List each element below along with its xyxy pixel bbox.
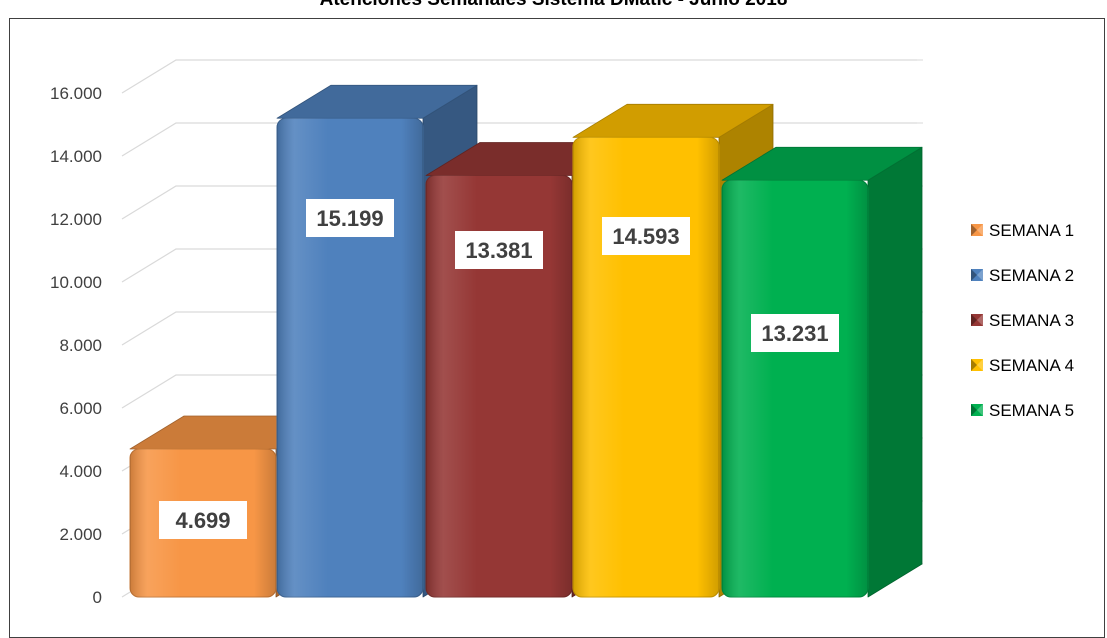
y-tick-label: 8.000	[59, 336, 102, 355]
y-tick-label: 12.000	[50, 210, 102, 229]
legend: SEMANA 1 SEMANA 2 SEMANA 3 SEMANA 4 SEMANA 5	[971, 221, 1074, 420]
legend-swatch-shade	[977, 404, 983, 416]
data-label: 15.199	[316, 206, 383, 231]
bar	[721, 146, 923, 598]
legend-label: SEMANA 1	[989, 221, 1074, 240]
data-label-box	[602, 217, 690, 255]
bar-highlight	[426, 175, 572, 597]
data-label-box	[751, 314, 839, 352]
legend-swatch-shade	[971, 269, 977, 281]
gridline	[121, 59, 917, 94]
chart-title: Atenciones Semanales Sistema DMatic - Ju…	[0, 0, 1107, 11]
y-tick-label: 4.000	[59, 462, 102, 481]
data-labels: 4.699 15.199 13.381 14.593 13.231	[159, 199, 839, 539]
bar-side	[867, 146, 923, 598]
y-tick-label: 6.000	[59, 399, 102, 418]
data-label-box	[159, 501, 247, 539]
legend-swatch-shade	[971, 359, 977, 371]
legend-swatch-shade	[977, 359, 983, 371]
data-label-box	[455, 231, 543, 269]
legend-swatch-shade	[977, 224, 983, 236]
legend-swatch-shade	[971, 404, 977, 416]
bar-highlight	[277, 118, 423, 597]
legend-swatch-shade	[971, 314, 977, 326]
data-label: 14.593	[612, 224, 679, 249]
y-tick-label: 0	[93, 588, 102, 607]
legend-label: SEMANA 5	[989, 401, 1074, 420]
legend-label: SEMANA 2	[989, 266, 1074, 285]
data-label: 4.699	[175, 508, 230, 533]
data-label: 13.381	[465, 238, 532, 263]
legend-label: SEMANA 3	[989, 311, 1074, 330]
chart-plot: 0 2.000 4.000 6.000 8.000 10.000 12.000 14.000 1…	[50, 59, 1074, 607]
y-tick-label: 2.000	[59, 525, 102, 544]
legend-swatch-shade	[977, 314, 983, 326]
data-label-box	[306, 199, 394, 237]
y-tick-label: 10.000	[50, 273, 102, 292]
y-axis-ticks: 0 2.000 4.000 6.000 8.000 10.000 12.000 14.000 1…	[50, 84, 102, 607]
legend-swatch-shade	[971, 224, 977, 236]
bar-highlight	[573, 137, 719, 597]
bars	[129, 84, 923, 598]
bar-highlight	[722, 180, 868, 597]
y-tick-label: 14.000	[50, 147, 102, 166]
y-tick-label: 16.000	[50, 84, 102, 103]
legend-label: SEMANA 4	[989, 356, 1074, 375]
legend-swatch-shade	[977, 269, 983, 281]
data-label: 13.231	[761, 321, 828, 346]
